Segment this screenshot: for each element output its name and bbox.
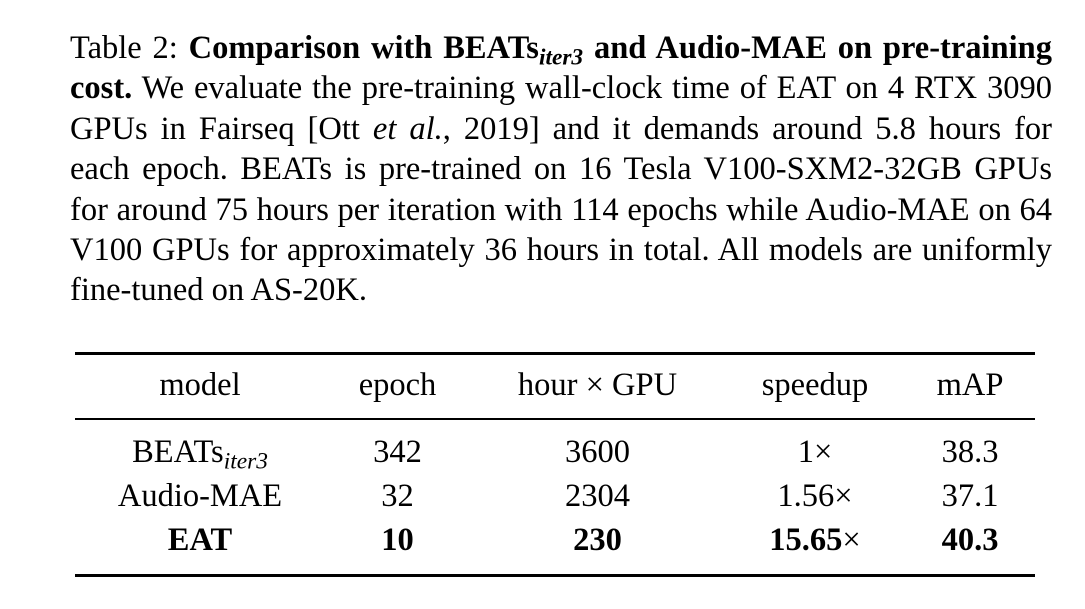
cell-hour-gpu: 230 bbox=[573, 522, 622, 558]
caption-body-1: We evaluate the pre-training wall-clock … bbox=[70, 70, 1052, 147]
cell-hour-gpu: 2304 bbox=[565, 478, 630, 514]
table-header-rule bbox=[75, 418, 1035, 420]
header-map: mAP bbox=[936, 367, 1004, 403]
table-bottom-rule bbox=[75, 574, 1035, 577]
cell-model: EAT bbox=[167, 522, 233, 558]
table-row: BEATsiter3 342 3600 1× 38.3 bbox=[75, 432, 1035, 475]
header-hour-gpu: hour × GPU bbox=[517, 367, 678, 403]
header-speedup: speedup bbox=[761, 367, 869, 403]
table-top-rule bbox=[75, 352, 1035, 355]
cell-epoch: 342 bbox=[373, 434, 422, 470]
table-header-row: model epoch hour × GPU speedup mAP bbox=[75, 365, 1035, 405]
speedup-times-symbol: × bbox=[834, 478, 853, 514]
speedup-value: 1.56 bbox=[777, 478, 835, 514]
header-epoch: epoch bbox=[358, 367, 437, 403]
results-table: model epoch hour × GPU speedup mAP BEATs… bbox=[75, 0, 1035, 609]
cell-speedup: 15.65× bbox=[730, 520, 900, 560]
table-caption: Table 2: Comparison with BEATsiter3 and … bbox=[70, 28, 1052, 311]
caption-title-suffix: and Audio-MAE on pre-training cost. bbox=[70, 30, 1052, 107]
cell-map: 40.3 bbox=[941, 522, 999, 558]
caption-body-2: , 2019] and it demands around 5.8 hours … bbox=[70, 110, 1052, 309]
cell-model: BEATsiter3 bbox=[85, 432, 315, 475]
header-model: model bbox=[159, 367, 241, 403]
caption-title-subscript: iter3 bbox=[538, 44, 584, 71]
table-row: Audio-MAE 32 2304 1.56× 37.1 bbox=[75, 476, 1035, 516]
cell-map: 38.3 bbox=[941, 434, 999, 470]
cell-epoch: 32 bbox=[381, 478, 414, 514]
cell-epoch: 10 bbox=[381, 522, 414, 558]
caption-title: Comparison with BEATsiter3 and Audio-MAE… bbox=[70, 30, 1052, 106]
cell-map: 37.1 bbox=[941, 478, 999, 514]
cell-model: Audio-MAE bbox=[117, 478, 283, 514]
cell-speedup: 1× bbox=[730, 432, 900, 472]
table-row: EAT 10 230 15.65× 40.3 bbox=[75, 520, 1035, 560]
model-name: BEATs bbox=[132, 434, 224, 470]
caption-label: Table 2: bbox=[70, 30, 178, 66]
caption-title-prefix: Comparison with BEATs bbox=[188, 30, 539, 66]
speedup-value: 1 bbox=[797, 434, 814, 470]
speedup-times-symbol: × bbox=[842, 522, 861, 558]
model-subscript: iter3 bbox=[223, 448, 268, 475]
cell-speedup: 1.56× bbox=[730, 476, 900, 516]
caption-etal: et al. bbox=[372, 110, 443, 147]
speedup-times-symbol: × bbox=[813, 434, 833, 470]
cell-hour-gpu: 3600 bbox=[565, 434, 630, 470]
speedup-value: 15.65 bbox=[769, 522, 843, 558]
